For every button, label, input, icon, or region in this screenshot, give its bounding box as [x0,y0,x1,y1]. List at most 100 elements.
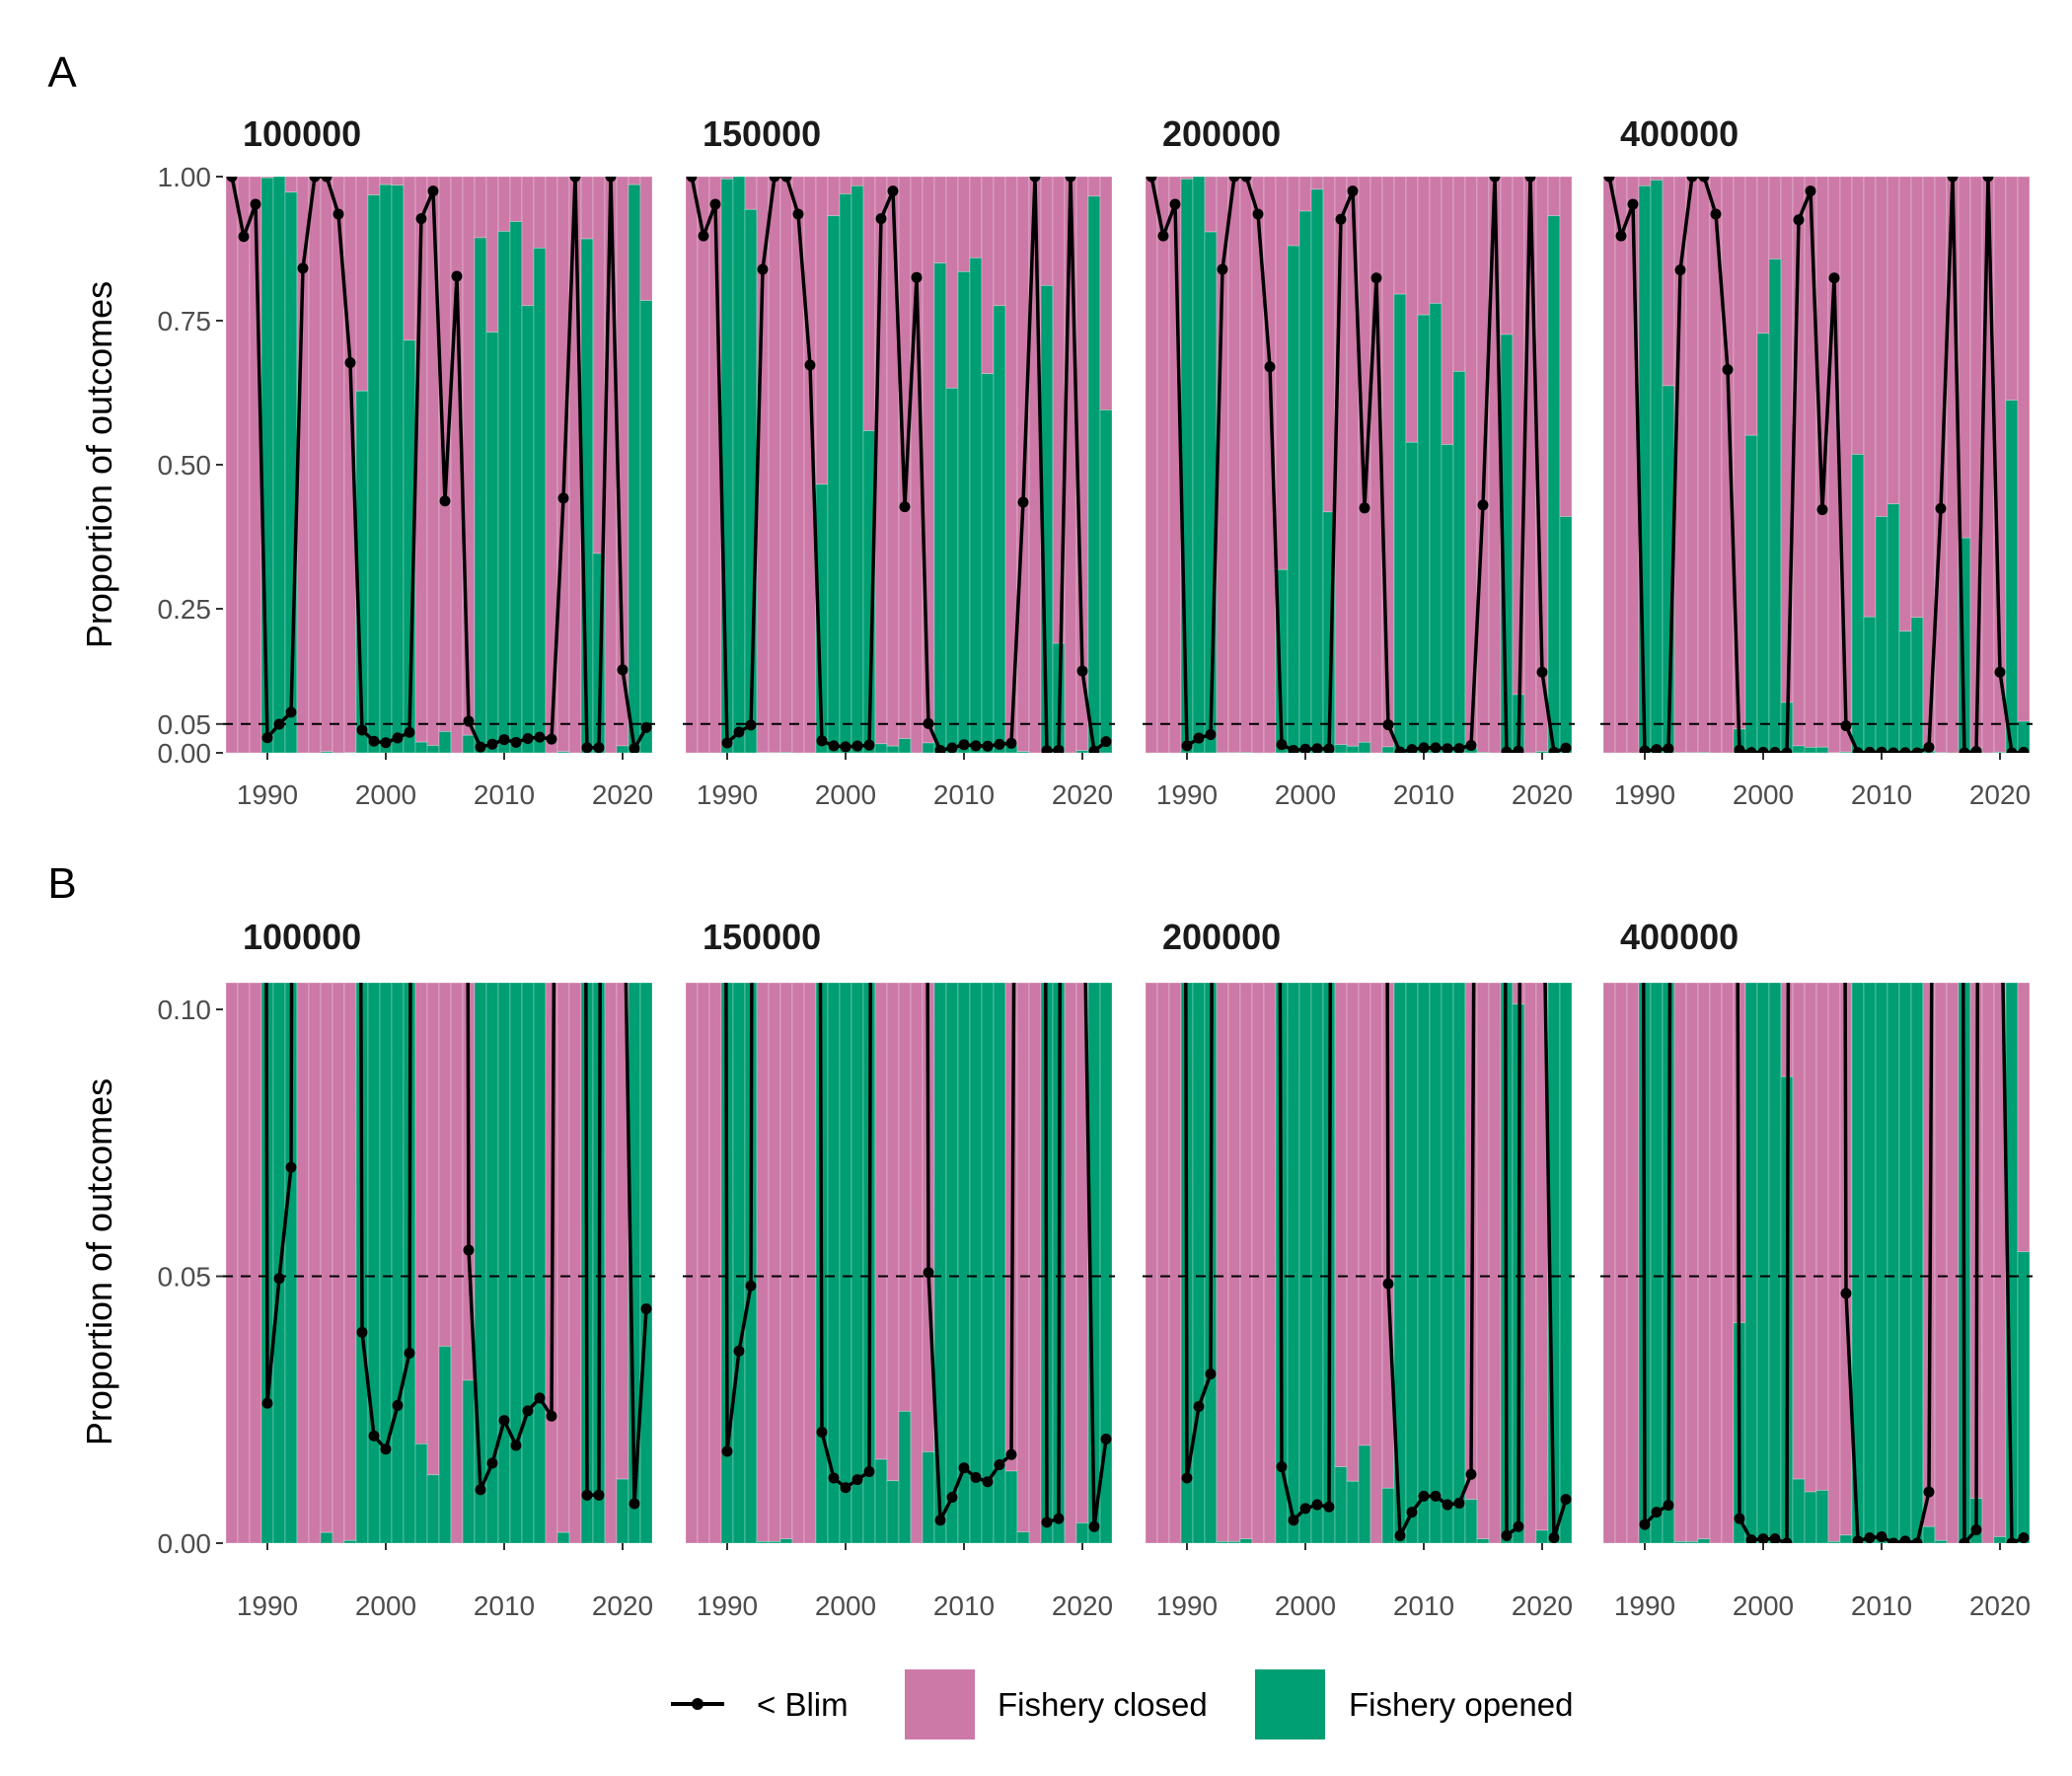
bar-fishery-opened [1452,983,1466,1543]
blim-point [404,1347,415,1359]
y-tick-label: 0.00 [158,738,212,769]
bar-fishery-closed [1239,983,1253,1540]
blim-point [994,1458,1005,1470]
bar-fishery-closed [1673,983,1687,1542]
y-tick-label: 0.25 [158,594,212,625]
blim-point [923,717,934,729]
blim-point [946,1491,958,1503]
bar-fishery-closed [1685,983,1699,1542]
blim-point [1076,665,1088,677]
bar-fishery-opened [886,745,900,753]
blim-point [1887,747,1899,753]
bar-fishery-opened [1863,616,1877,753]
bar-fishery-closed [450,983,464,1543]
bar-fishery-opened [922,1451,935,1543]
bar-fishery-closed [685,177,699,753]
bar-fishery-closed [391,177,405,186]
blim-point [1828,272,1840,284]
bar-fishery-opened [1839,1534,1853,1543]
bar-fishery-opened [426,745,440,753]
bar-fishery-opened [1075,1522,1089,1543]
bar-fishery-closed [1145,983,1158,1543]
bar-fishery-closed [249,983,262,1543]
bar-fishery-opened [1851,454,1865,753]
bar-fishery-closed [708,983,722,1543]
blim-point [1323,743,1335,753]
blim-point [1745,747,1757,753]
blim-point [780,177,792,183]
bar-fishery-opened [497,983,511,1543]
bar-fishery-opened [533,983,547,1543]
x-tick-label: 2000 [1733,1591,1794,1621]
blim-point [2018,746,2030,753]
plot-area [1600,983,2033,1543]
x-tick-label: 1990 [697,1591,758,1621]
bar-fishery-closed [1040,177,1054,286]
x-tick-label: 2010 [933,1591,995,1621]
bar-fishery-opened [1099,409,1113,753]
blim-point [1548,746,1560,753]
bar-fishery-opened [1298,210,1312,753]
blim-point [1382,719,1394,731]
blim-point [475,741,486,753]
blim-point [640,1303,652,1315]
x-tick-label: 2000 [1275,1591,1336,1621]
blim-point [1311,743,1323,753]
blim-point [934,1515,946,1526]
blim-point [1394,746,1406,753]
blim-point [1911,1537,1923,1543]
bar-fishery-opened [851,983,864,1543]
bar-fishery-closed [768,983,781,1542]
bar-fishery-opened [320,751,333,753]
bar-fishery-closed [1792,983,1806,1480]
bar-fishery-opened [1393,293,1407,753]
bar-fishery-opened [616,745,629,753]
y-axis-title: Proportion of outcomes [79,281,119,648]
bar-fishery-opened [556,751,570,753]
bar-fishery-closed [1614,983,1628,1543]
facet-title: 400000 [1620,113,1739,154]
bar-fishery-opened [1535,751,1549,753]
bar-fishery-opened [1815,746,1829,753]
bar-fishery-closed [945,177,959,389]
blim-point [617,664,629,676]
bar-fishery-opened [1815,1490,1829,1543]
blim-point [534,731,546,743]
bar-fishery-opened [1650,180,1664,753]
blim-point [261,732,273,744]
legend-opened-swatch [1255,1669,1325,1739]
blim-point [709,198,721,210]
bar-fishery-opened [1381,1487,1395,1543]
bar-fishery-closed [1369,983,1383,1543]
bar-fishery-opened [1887,503,1900,753]
bar-fishery-closed [1064,983,1077,1543]
bar-fishery-closed [922,177,935,744]
blim-point [840,741,851,753]
bar-fishery-closed [1602,983,1616,1543]
bar-fishery-opened [438,731,452,753]
blim-point [498,734,510,746]
bar-fishery-opened [839,983,852,1543]
bar-fishery-closed [1156,983,1170,1543]
bar-fishery-opened [945,387,959,753]
x-tick-label: 1990 [1614,779,1675,810]
bar-fishery-opened [1239,1538,1253,1543]
bar-fishery-closed [604,983,618,1543]
bar-fishery-closed [1227,983,1241,1542]
blim-point [1394,1529,1406,1541]
bar-fishery-opened [1429,303,1443,753]
bar-fishery-opened [1417,314,1431,753]
blim-point [1651,1507,1663,1518]
bar-fishery-closed [1393,177,1407,295]
bar-fishery-opened [1192,177,1206,753]
bar-fishery-opened [391,185,405,753]
y-tick-label: 0.10 [158,995,212,1025]
blim-point [1299,743,1311,753]
facet-panel-B-100000: 100000 1990 2000 2010 2020 0.00 0.05 0.10 [158,917,655,1621]
blim-point [569,177,581,183]
bar-fishery-opened [1216,1540,1229,1543]
blim-point [486,1457,498,1469]
blim-point [851,1474,863,1486]
bar-fishery-opened [556,1531,570,1543]
x-tick-label: 2020 [1052,1591,1113,1621]
